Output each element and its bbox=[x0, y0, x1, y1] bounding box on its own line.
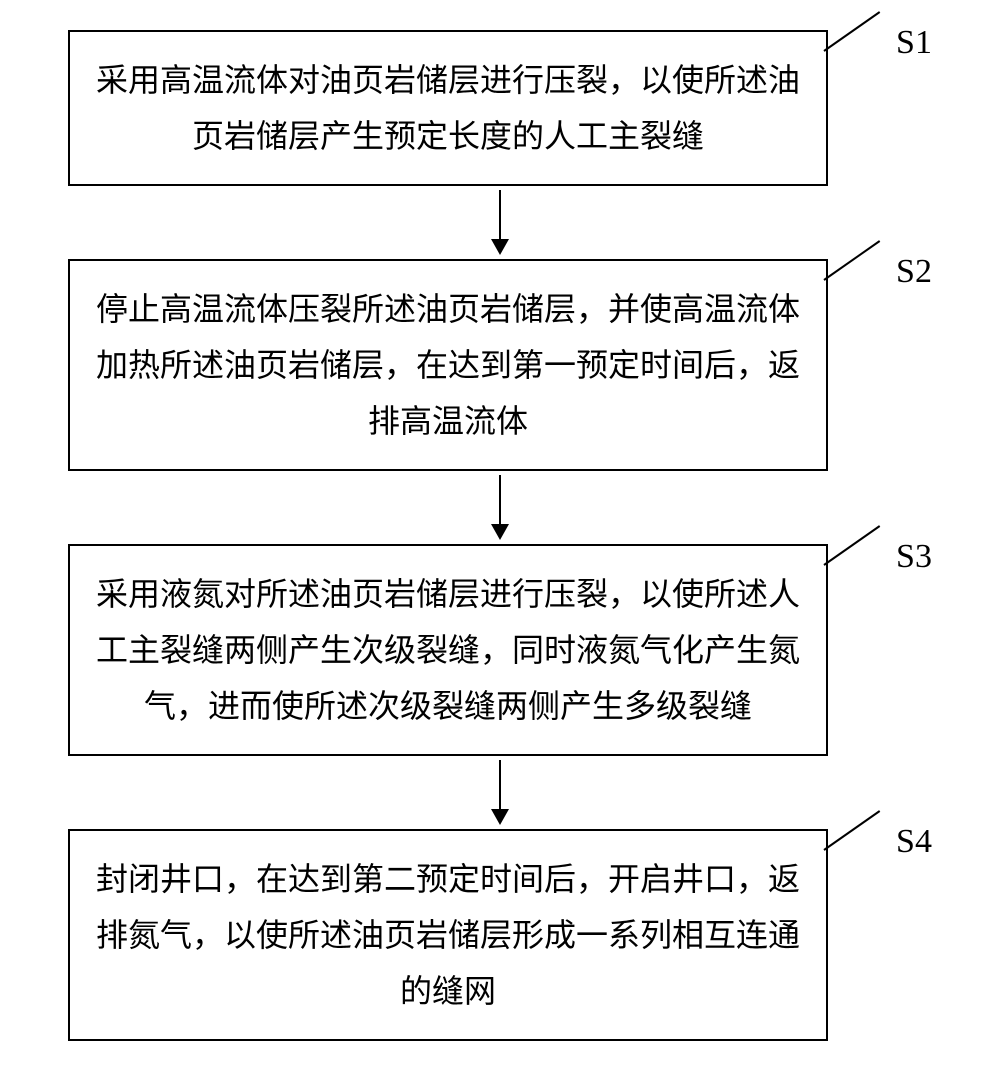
step-text-s1: 采用高温流体对油页岩储层进行压裂，以使所述油页岩储层产生预定长度的人工主裂缝 bbox=[96, 62, 800, 154]
arrow-s2-s3 bbox=[491, 475, 509, 540]
step-box-s4: 封闭井口，在达到第二预定时间后，开启井口，返排氮气，以使所述油页岩储层形成一系列… bbox=[68, 829, 828, 1041]
step-label-s3: S3 bbox=[896, 538, 932, 576]
arrow-head-icon bbox=[491, 239, 509, 255]
step-box-s1: 采用高温流体对油页岩储层进行压裂，以使所述油页岩储层产生预定长度的人工主裂缝 bbox=[68, 30, 828, 186]
step-row-s4: 封闭井口，在达到第二预定时间后，开启井口，返排氮气，以使所述油页岩储层形成一系列… bbox=[20, 829, 980, 1041]
step-text-s2: 停止高温流体压裂所述油页岩储层，并使高温流体加热所述油页岩储层，在达到第一预定时… bbox=[96, 291, 800, 439]
flowchart-container: 采用高温流体对油页岩储层进行压裂，以使所述油页岩储层产生预定长度的人工主裂缝 S… bbox=[20, 30, 980, 1041]
connector-line-s3 bbox=[823, 525, 880, 566]
connector-line-s2 bbox=[823, 240, 880, 281]
step-label-s2: S2 bbox=[896, 253, 932, 291]
step-box-s3: 采用液氮对所述油页岩储层进行压裂，以使所述人工主裂缝两侧产生次级裂缝，同时液氮气… bbox=[68, 544, 828, 756]
arrow-line bbox=[499, 760, 501, 810]
step-text-s3: 采用液氮对所述油页岩储层进行压裂，以使所述人工主裂缝两侧产生次级裂缝，同时液氮气… bbox=[96, 576, 800, 724]
label-wrap-s1 bbox=[828, 30, 892, 52]
connector-line-s4 bbox=[823, 810, 880, 851]
step-label-s1: S1 bbox=[896, 24, 932, 62]
step-row-s1: 采用高温流体对油页岩储层进行压裂，以使所述油页岩储层产生预定长度的人工主裂缝 S… bbox=[20, 30, 980, 186]
step-box-s2: 停止高温流体压裂所述油页岩储层，并使高温流体加热所述油页岩储层，在达到第一预定时… bbox=[68, 259, 828, 471]
arrow-head-icon bbox=[491, 809, 509, 825]
label-wrap-s2 bbox=[828, 259, 892, 281]
step-text-s4: 封闭井口，在达到第二预定时间后，开启井口，返排氮气，以使所述油页岩储层形成一系列… bbox=[96, 861, 800, 1009]
step-row-s2: 停止高温流体压裂所述油页岩储层，并使高温流体加热所述油页岩储层，在达到第一预定时… bbox=[20, 259, 980, 471]
arrow-s1-s2 bbox=[491, 190, 509, 255]
arrow-line bbox=[499, 475, 501, 525]
arrow-head-icon bbox=[491, 524, 509, 540]
step-row-s3: 采用液氮对所述油页岩储层进行压裂，以使所述人工主裂缝两侧产生次级裂缝，同时液氮气… bbox=[20, 544, 980, 756]
label-wrap-s3 bbox=[828, 544, 892, 566]
label-wrap-s4 bbox=[828, 829, 892, 851]
arrow-line bbox=[499, 190, 501, 240]
connector-line-s1 bbox=[823, 11, 880, 52]
arrow-s3-s4 bbox=[491, 760, 509, 825]
step-label-s4: S4 bbox=[896, 823, 932, 861]
